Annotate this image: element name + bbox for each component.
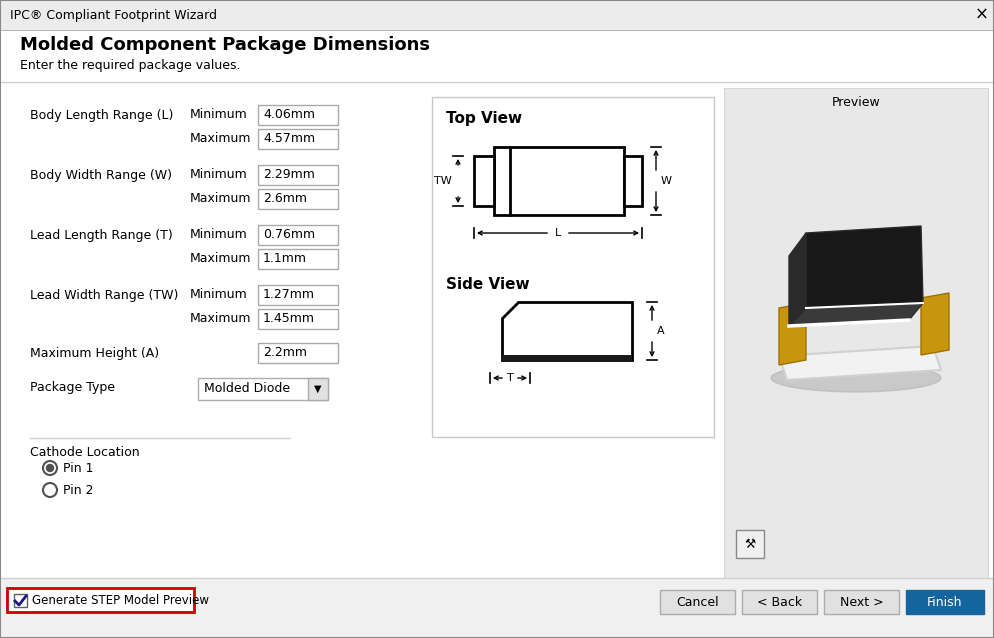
Text: 1.45mm: 1.45mm <box>263 313 315 325</box>
Circle shape <box>43 461 57 475</box>
Bar <box>742 590 817 614</box>
Text: Maximum: Maximum <box>190 133 251 145</box>
Text: Cathode Location: Cathode Location <box>30 446 139 459</box>
Bar <box>906 590 984 614</box>
Bar <box>7 588 194 612</box>
Text: 0.76mm: 0.76mm <box>263 228 315 242</box>
Text: Preview: Preview <box>832 96 881 108</box>
Text: Generate STEP Model Preview: Generate STEP Model Preview <box>32 593 209 607</box>
Bar <box>494 147 624 215</box>
Bar <box>724 88 988 578</box>
Bar <box>258 105 338 125</box>
Bar <box>258 165 338 185</box>
Bar <box>258 343 338 363</box>
Text: 2.2mm: 2.2mm <box>263 346 307 359</box>
Text: ▼: ▼ <box>314 384 322 394</box>
Circle shape <box>43 483 57 497</box>
Bar <box>432 97 714 437</box>
Text: Body Length Range (L): Body Length Range (L) <box>30 108 173 121</box>
Text: Pin 1: Pin 1 <box>63 461 93 475</box>
Text: Minimum: Minimum <box>190 288 248 302</box>
Bar <box>624 156 642 206</box>
Text: Molded Component Package Dimensions: Molded Component Package Dimensions <box>20 36 430 54</box>
Text: Next >: Next > <box>840 595 884 609</box>
Text: 1.27mm: 1.27mm <box>263 288 315 302</box>
Text: Package Type: Package Type <box>30 382 115 394</box>
Text: A: A <box>657 326 665 336</box>
Polygon shape <box>921 293 949 355</box>
Text: 4.06mm: 4.06mm <box>263 108 315 121</box>
Text: ⚒: ⚒ <box>745 537 755 551</box>
Bar <box>660 590 735 614</box>
Text: 4.57mm: 4.57mm <box>263 133 315 145</box>
Text: T: T <box>507 373 513 383</box>
Bar <box>474 156 494 206</box>
Bar <box>258 129 338 149</box>
Text: Lead Width Range (TW): Lead Width Range (TW) <box>30 288 178 302</box>
Text: Cancel: Cancel <box>676 595 719 609</box>
Bar <box>0 0 994 30</box>
Text: Pin 2: Pin 2 <box>63 484 93 496</box>
Text: < Back: < Back <box>757 595 802 609</box>
Text: Side View: Side View <box>446 277 530 292</box>
Text: 1.1mm: 1.1mm <box>263 253 307 265</box>
Bar <box>258 285 338 305</box>
Text: ×: × <box>975 6 989 24</box>
Text: Maximum Height (A): Maximum Height (A) <box>30 346 159 359</box>
Text: 2.29mm: 2.29mm <box>263 168 315 181</box>
Text: Maximum: Maximum <box>190 193 251 205</box>
Bar <box>0 578 994 638</box>
Bar <box>308 378 328 400</box>
Text: W: W <box>661 176 672 186</box>
Text: L: L <box>555 228 562 238</box>
Circle shape <box>47 464 54 471</box>
Text: Minimum: Minimum <box>190 228 248 242</box>
Bar <box>258 309 338 329</box>
Bar <box>198 378 328 400</box>
Text: IPC® Compliant Footprint Wizard: IPC® Compliant Footprint Wizard <box>10 8 217 22</box>
Polygon shape <box>789 233 806 326</box>
Text: Body Width Range (W): Body Width Range (W) <box>30 168 172 181</box>
Polygon shape <box>779 303 806 365</box>
Bar <box>736 530 764 558</box>
Polygon shape <box>502 302 632 360</box>
Text: Top View: Top View <box>446 111 522 126</box>
Bar <box>824 590 899 614</box>
Bar <box>14 594 27 607</box>
Text: 2.6mm: 2.6mm <box>263 193 307 205</box>
Ellipse shape <box>771 364 941 392</box>
Bar <box>258 249 338 269</box>
Text: Maximum: Maximum <box>190 313 251 325</box>
Bar <box>258 189 338 209</box>
Text: Minimum: Minimum <box>190 108 248 121</box>
Polygon shape <box>789 303 923 326</box>
Bar <box>502 355 632 362</box>
Bar <box>258 225 338 245</box>
Text: Finish: Finish <box>927 595 963 609</box>
Polygon shape <box>806 226 923 308</box>
Text: TW: TW <box>434 176 452 186</box>
Text: Maximum: Maximum <box>190 253 251 265</box>
Text: Molded Diode: Molded Diode <box>204 383 290 396</box>
Text: Enter the required package values.: Enter the required package values. <box>20 59 241 71</box>
Text: Lead Length Range (T): Lead Length Range (T) <box>30 228 173 242</box>
Text: Minimum: Minimum <box>190 168 248 181</box>
Polygon shape <box>779 346 941 380</box>
